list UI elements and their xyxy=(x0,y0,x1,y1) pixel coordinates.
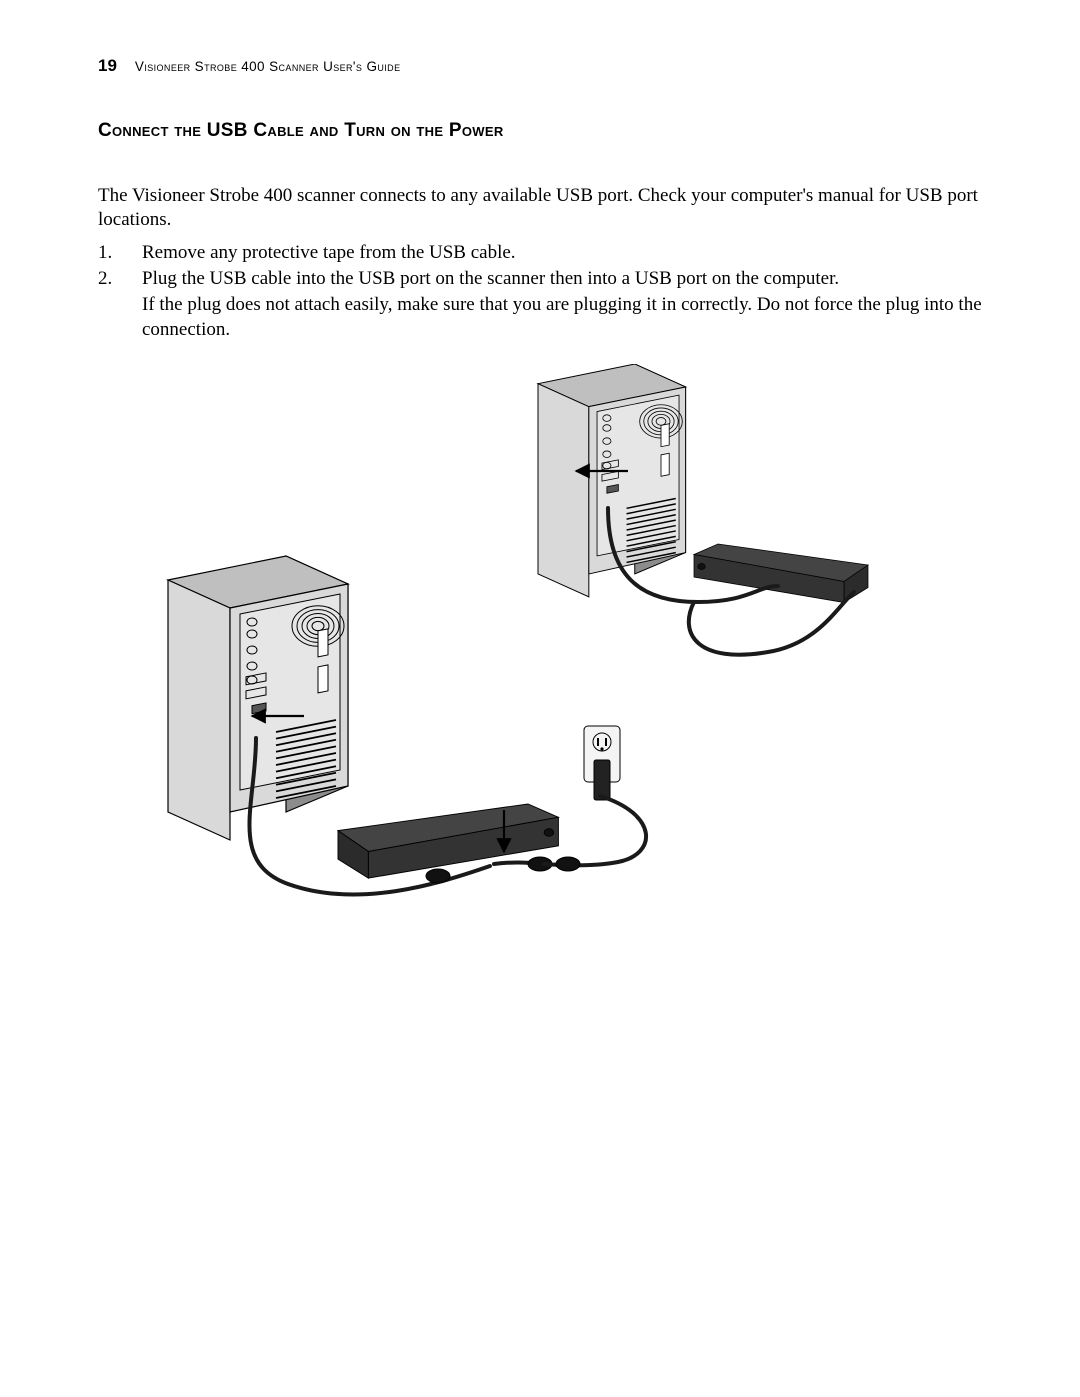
list-item: Plug the USB cable into the USB port on … xyxy=(98,267,982,342)
running-head: 19 Visioneer Strobe 400 Scanner User's G… xyxy=(98,56,982,76)
page-number: 19 xyxy=(98,56,117,76)
guide-title: Visioneer Strobe 400 Scanner User's Guid… xyxy=(135,59,401,74)
step-list: Remove any protective tape from the USB … xyxy=(98,241,982,342)
list-item: Remove any protective tape from the USB … xyxy=(98,241,982,265)
step-text: Plug the USB cable into the USB port on … xyxy=(142,268,839,289)
step-note: If the plug does not attach easily, make… xyxy=(142,293,982,342)
step-text: Remove any protective tape from the USB … xyxy=(142,242,516,263)
section-heading: Connect the USB Cable and Turn on the Po… xyxy=(98,120,982,142)
connection-figure xyxy=(138,364,878,934)
intro-paragraph: The Visioneer Strobe 400 scanner connect… xyxy=(98,184,982,233)
